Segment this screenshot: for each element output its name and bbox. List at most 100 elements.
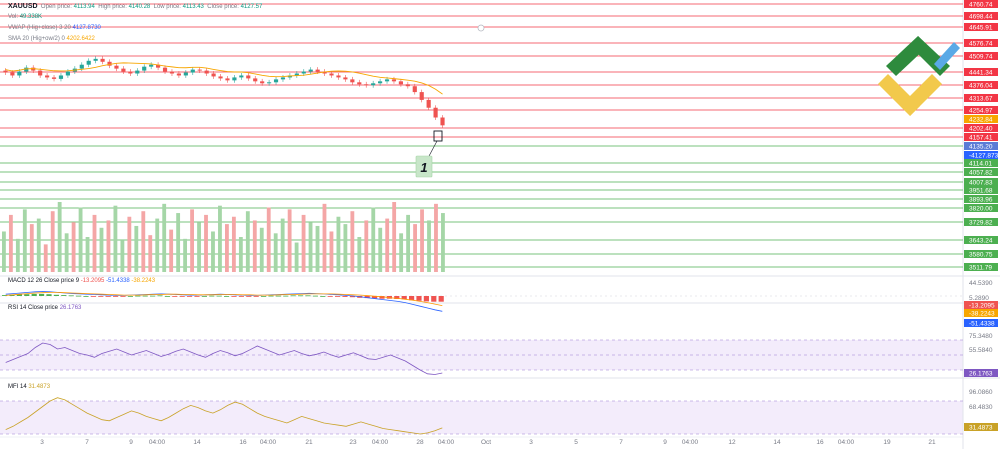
candle-body[interactable]: [24, 67, 29, 72]
volume-bar: [162, 203, 167, 272]
candle-body[interactable]: [433, 107, 438, 118]
candle-body[interactable]: [45, 75, 50, 78]
candle-body[interactable]: [253, 78, 258, 82]
candle-body[interactable]: [260, 81, 265, 84]
rsi-legend[interactable]: RSI 14 Close price 26.1763: [8, 305, 81, 311]
candle-body[interactable]: [343, 77, 348, 80]
price-axis-label: 4057.82: [969, 169, 993, 176]
candle-body[interactable]: [426, 99, 431, 108]
macd-histogram-bar: [327, 296, 333, 297]
candle-body[interactable]: [378, 81, 383, 84]
candle-body[interactable]: [315, 69, 320, 72]
candle-body[interactable]: [17, 71, 22, 76]
price-axis-label: 4441.34: [969, 69, 993, 76]
rsi-axis-label-tag: [964, 369, 998, 377]
candle-body[interactable]: [3, 70, 8, 73]
price-axis-label-tag: [964, 142, 998, 150]
volume-bar: [322, 203, 327, 272]
candle-body[interactable]: [419, 92, 424, 100]
candle-body[interactable]: [51, 77, 57, 79]
candle-body[interactable]: [114, 65, 119, 69]
candle-body[interactable]: [156, 64, 161, 68]
sma-line[interactable]: [5, 62, 443, 95]
macd-histogram-bar: [2, 295, 8, 296]
volume-bar: [301, 214, 306, 272]
candle-body[interactable]: [440, 117, 445, 126]
macd-legend[interactable]: MACD 12 26 Close price 9 -13.2095 -51.43…: [8, 278, 155, 284]
price-axis-label-tag: [964, 124, 998, 132]
candle-body[interactable]: [384, 79, 390, 82]
macd-histogram-bar: [268, 295, 274, 297]
candle-body[interactable]: [239, 75, 244, 78]
volume-bar: [141, 211, 146, 272]
macd-histogram-bar: [46, 294, 52, 296]
signal-line[interactable]: [5, 291, 443, 306]
drawing-handle[interactable]: [477, 24, 485, 32]
rsi-line[interactable]: [5, 342, 443, 375]
candle-body[interactable]: [350, 79, 355, 83]
selection-marker[interactable]: [433, 130, 443, 142]
candle-body[interactable]: [142, 66, 147, 71]
candle-body[interactable]: [149, 64, 154, 67]
candle-body[interactable]: [246, 75, 251, 79]
candle-body[interactable]: [329, 73, 334, 76]
candle-body[interactable]: [183, 72, 188, 76]
candle-body[interactable]: [31, 67, 36, 71]
candle-body[interactable]: [405, 84, 410, 87]
candle-body[interactable]: [135, 70, 140, 74]
price-axis-label-tag: [964, 178, 998, 186]
candle-body[interactable]: [280, 77, 286, 80]
macd-histogram-bar: [179, 296, 185, 297]
annotation-box[interactable]: [415, 155, 433, 178]
price-axis-label: 4760.74: [969, 1, 993, 8]
sma-legend[interactable]: SMA 20 (Hig+ow/2) 0 4202.6422: [8, 36, 95, 42]
candle-body[interactable]: [218, 76, 223, 79]
litefinance-logo: [878, 36, 960, 116]
time-axis-label: 12: [728, 439, 736, 446]
candle-body[interactable]: [273, 79, 279, 83]
candle-body[interactable]: [412, 86, 417, 93]
symbol-label[interactable]: XAUUSD: [8, 3, 38, 10]
volume-bar: [106, 220, 111, 272]
candle-body[interactable]: [10, 72, 15, 76]
macd-histogram-bar: [305, 295, 311, 297]
candle-body[interactable]: [169, 71, 175, 74]
candle-body[interactable]: [211, 73, 216, 77]
candle-body[interactable]: [204, 70, 209, 74]
candle-body[interactable]: [162, 67, 168, 72]
candle-body[interactable]: [294, 73, 299, 76]
candle-body[interactable]: [225, 78, 230, 81]
candle-body[interactable]: [121, 68, 126, 72]
candle-body[interactable]: [100, 58, 105, 62]
candle-body[interactable]: [176, 73, 181, 76]
volume-legend[interactable]: Vol: 49.338K: [8, 14, 42, 20]
candle-body[interactable]: [79, 64, 84, 69]
candle-body[interactable]: [107, 61, 112, 66]
candle-body[interactable]: [232, 77, 237, 81]
candle-body[interactable]: [58, 75, 64, 79]
candle-body[interactable]: [371, 83, 376, 86]
candle-body[interactable]: [65, 71, 70, 76]
candle-body[interactable]: [190, 69, 195, 73]
vwap-legend[interactable]: VWAP (Hig+close) 3 20 4127.8730: [8, 25, 101, 31]
candle-body[interactable]: [357, 82, 362, 85]
candle-body[interactable]: [267, 82, 272, 84]
candle-body[interactable]: [398, 81, 403, 85]
time-axis-label: 04:00: [838, 439, 855, 446]
candle-body[interactable]: [364, 84, 369, 86]
price-axis-label: 4376.04: [969, 82, 993, 89]
mfi-legend[interactable]: MFI 14 31.4873: [8, 384, 50, 390]
candle-body[interactable]: [308, 69, 313, 72]
macd-histogram-bar: [164, 296, 170, 297]
candle-body[interactable]: [301, 71, 306, 74]
candle-body[interactable]: [391, 79, 397, 82]
candle-body[interactable]: [93, 58, 98, 61]
mfi-line[interactable]: [5, 397, 443, 435]
candle-body[interactable]: [86, 60, 91, 65]
candle-body[interactable]: [38, 70, 43, 76]
candle-body[interactable]: [197, 69, 202, 71]
candle-body[interactable]: [336, 75, 341, 78]
candle-body[interactable]: [322, 71, 327, 74]
candle-body[interactable]: [128, 71, 133, 74]
